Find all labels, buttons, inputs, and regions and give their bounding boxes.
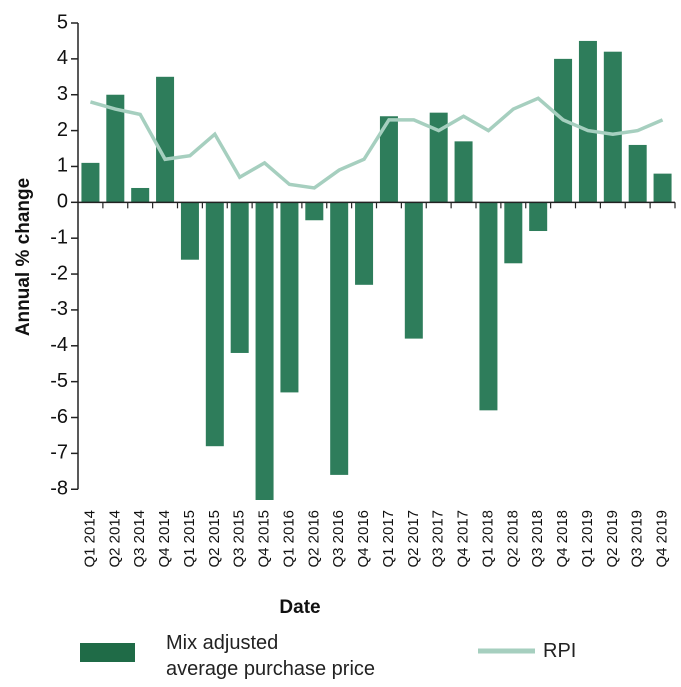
bar	[429, 112, 448, 203]
bar	[230, 202, 249, 353]
x-tick-label: Q2 2019	[604, 510, 621, 568]
x-tick-label: Q4 2018	[554, 510, 571, 568]
x-tick-label: Q2 2016	[305, 510, 322, 568]
x-tick-label: Q1 2019	[579, 510, 596, 568]
bar	[479, 202, 498, 411]
bar	[653, 173, 672, 203]
x-tick-label: Q3 2014	[131, 510, 148, 568]
y-tick-label: -6	[50, 406, 68, 428]
bar	[156, 76, 175, 203]
bar	[131, 187, 150, 203]
x-tick-label: Q3 2017	[430, 510, 447, 568]
x-tick-label: Q2 2018	[504, 510, 521, 568]
x-tick-label: Q3 2015	[231, 510, 248, 568]
bar	[180, 202, 199, 260]
y-tick-label: -2	[50, 262, 68, 284]
y-tick-label: 1	[57, 155, 68, 177]
y-tick-label: -5	[50, 370, 68, 392]
x-tick-label: Q3 2019	[629, 510, 646, 568]
y-tick-label: -4	[50, 334, 68, 356]
x-tick-label: Q1 2014	[81, 510, 98, 568]
bar	[205, 202, 224, 447]
y-tick-label: 4	[57, 47, 68, 69]
bar	[603, 51, 622, 203]
bar	[404, 202, 423, 339]
x-tick-label: Q4 2014	[156, 510, 173, 568]
x-tick-label: Q1 2016	[280, 510, 297, 568]
x-axis-title: Date	[279, 597, 320, 618]
x-tick-label: Q2 2015	[206, 510, 223, 568]
x-tick-label: Q1 2017	[380, 510, 397, 568]
bar	[330, 202, 349, 475]
bar	[554, 58, 573, 203]
y-tick-label: -1	[50, 226, 68, 248]
x-tick-label: Q2 2017	[405, 510, 422, 568]
y-tick-label: 2	[57, 119, 68, 141]
bar	[255, 202, 274, 500]
bar	[379, 116, 398, 203]
x-tick-label: Q4 2015	[256, 510, 273, 568]
bar	[81, 162, 100, 203]
y-tick-label: -3	[50, 298, 68, 320]
y-axis-title: Annual % change	[13, 178, 34, 336]
x-tick-label: Q4 2016	[355, 510, 372, 568]
x-tick-label: Q2 2014	[106, 510, 123, 568]
bar	[454, 141, 473, 203]
bar	[280, 202, 299, 393]
y-tick-label: 0	[57, 191, 68, 213]
bar	[106, 94, 125, 203]
y-tick-label: -7	[50, 442, 68, 464]
x-tick-label: Q4 2017	[455, 510, 472, 568]
x-tick-label: Q3 2016	[330, 510, 347, 568]
x-tick-label: Q4 2019	[654, 510, 671, 568]
bar	[529, 202, 548, 232]
x-tick-label: Q1 2018	[479, 510, 496, 568]
y-tick-label: 3	[57, 83, 68, 105]
line	[89, 96, 664, 190]
bar	[355, 202, 374, 285]
legend-label: RPI	[543, 640, 577, 662]
x-tick-label: Q3 2018	[529, 510, 546, 568]
y-tick-label: 5	[57, 11, 68, 33]
bar	[305, 202, 324, 221]
legend-swatch	[80, 643, 135, 662]
bar	[504, 202, 523, 264]
x-tick-label: Q1 2015	[181, 510, 198, 568]
bar	[628, 144, 647, 203]
legend-label: Mix adjusted average purchase price	[166, 632, 376, 680]
y-tick-label: -8	[50, 478, 68, 500]
bar	[578, 40, 597, 203]
